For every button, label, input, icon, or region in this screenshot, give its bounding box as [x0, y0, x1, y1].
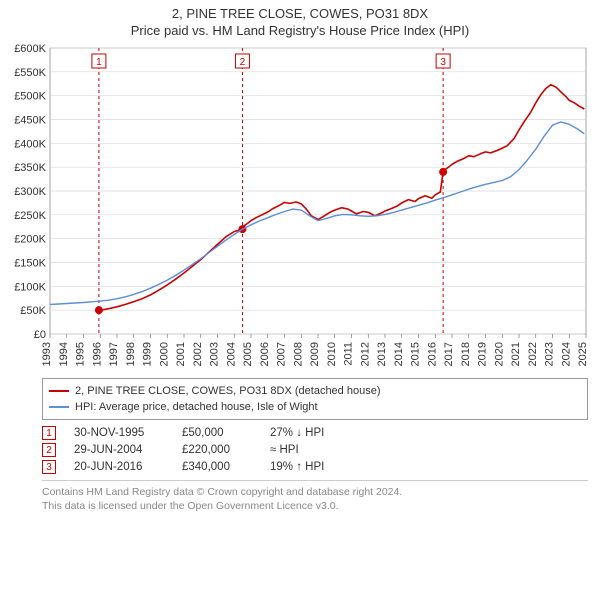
x-tick-label: 2007 [276, 342, 288, 366]
event-marker-label: 1 [96, 57, 102, 68]
legend-item: HPI: Average price, detached house, Isle… [49, 399, 581, 415]
chart-title-block: 2, PINE TREE CLOSE, COWES, PO31 8DX Pric… [0, 0, 600, 40]
event-date: 30-NOV-1995 [74, 427, 164, 439]
x-tick-label: 2015 [410, 342, 422, 366]
y-tick-label: £350K [14, 162, 46, 174]
y-tick-label: £150K [14, 258, 46, 270]
title-line-1: 2, PINE TREE CLOSE, COWES, PO31 8DX [4, 6, 596, 21]
x-tick-label: 2012 [359, 342, 371, 366]
x-tick-label: 2022 [527, 342, 539, 366]
event-marker-icon: 2 [42, 443, 56, 457]
event-price: £340,000 [182, 461, 252, 473]
x-tick-label: 2018 [460, 342, 472, 366]
x-tick-label: 2000 [158, 342, 170, 366]
event-date: 29-JUN-2004 [74, 444, 164, 456]
event-row: 3 20-JUN-2016 £340,000 19% ↑ HPI [42, 460, 588, 474]
y-tick-label: £600K [14, 44, 46, 55]
x-tick-label: 2001 [175, 342, 187, 366]
y-tick-label: £300K [14, 186, 46, 198]
x-tick-label: 2005 [242, 342, 254, 366]
y-tick-label: £500K [14, 91, 46, 103]
sale-events-table: 1 30-NOV-1995 £50,000 27% ↓ HPI 2 29-JUN-2004… [42, 426, 588, 474]
x-tick-label: 2004 [225, 342, 237, 366]
event-row: 2 29-JUN-2004 £220,000 ≈ HPI [42, 443, 588, 457]
price-chart: £0 £50K £100K £150K £200K £250K £300K £350K £400… [8, 44, 592, 374]
y-tick-label: £450K [14, 115, 46, 127]
x-tick-label: 2020 [493, 342, 505, 366]
event-delta: 19% ↑ HPI [270, 461, 324, 473]
legend-item: 2, PINE TREE CLOSE, COWES, PO31 8DX (det… [49, 383, 581, 399]
legend-label: HPI: Average price, detached house, Isle… [75, 399, 318, 415]
x-tick-label: 2013 [376, 342, 388, 366]
x-tick-label: 2019 [477, 342, 489, 366]
y-tick-label: £100K [14, 281, 46, 293]
y-tick-label: £550K [14, 67, 46, 79]
x-tick-label: 1996 [91, 342, 103, 366]
event-date: 20-JUN-2016 [74, 461, 164, 473]
event-delta: ≈ HPI [270, 444, 299, 456]
legend-swatch [49, 390, 69, 392]
x-tick-label: 2017 [443, 342, 455, 366]
x-tick-label: 2025 [577, 342, 589, 366]
x-tick-label: 2003 [209, 342, 221, 366]
legend-label: 2, PINE TREE CLOSE, COWES, PO31 8DX (det… [75, 383, 380, 399]
y-tick-label: £400K [14, 138, 46, 150]
x-tick-label: 2024 [560, 342, 572, 366]
event-row: 1 30-NOV-1995 £50,000 27% ↓ HPI [42, 426, 588, 440]
event-delta: 27% ↓ HPI [270, 427, 324, 439]
chart-legend: 2, PINE TREE CLOSE, COWES, PO31 8DX (det… [42, 378, 588, 420]
y-tick-label: £50K [20, 305, 46, 317]
event-price: £50,000 [182, 427, 252, 439]
y-tick-label: £250K [14, 210, 46, 222]
x-tick-label: 2011 [343, 342, 355, 366]
x-tick-label: 2006 [259, 342, 271, 366]
event-price: £220,000 [182, 444, 252, 456]
x-tick-label: 2016 [426, 342, 438, 366]
y-tick-label: £0 [34, 329, 46, 341]
x-tick-label: 1993 [41, 342, 53, 366]
x-tick-label: 2010 [326, 342, 338, 366]
x-tick-label: 2008 [292, 342, 304, 366]
x-tick-label: 1999 [142, 342, 154, 366]
x-tick-label: 1994 [58, 342, 70, 366]
event-marker-label: 3 [440, 57, 446, 68]
x-tick-label: 1998 [125, 342, 137, 366]
x-tick-label: 1997 [108, 342, 120, 366]
legend-swatch [49, 406, 69, 408]
x-tick-label: 2023 [544, 342, 556, 366]
footer-line-1: Contains HM Land Registry data © Crown c… [42, 485, 588, 499]
x-tick-label: 2002 [192, 342, 204, 366]
y-tick-label: £200K [14, 234, 46, 246]
title-line-2: Price paid vs. HM Land Registry's House … [4, 23, 596, 38]
x-tick-label: 2014 [393, 342, 405, 366]
chart-container: £0 £50K £100K £150K £200K £250K £300K £350K £400… [8, 44, 592, 374]
footer-line-2: This data is licensed under the Open Gov… [42, 499, 588, 513]
event-marker-icon: 3 [42, 460, 56, 474]
x-tick-label: 2009 [309, 342, 321, 366]
event-marker-label: 2 [240, 57, 246, 68]
licence-footer: Contains HM Land Registry data © Crown c… [42, 480, 588, 513]
event-marker-icon: 1 [42, 426, 56, 440]
x-tick-label: 2021 [510, 342, 522, 366]
x-tick-label: 1995 [75, 342, 87, 366]
